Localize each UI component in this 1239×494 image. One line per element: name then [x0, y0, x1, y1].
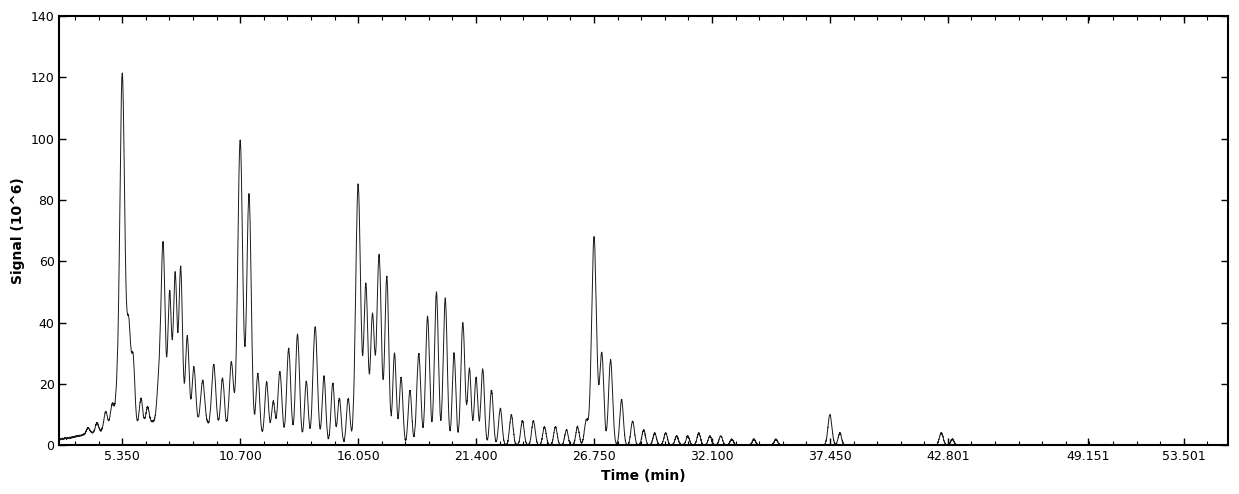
X-axis label: Time (min): Time (min)	[601, 469, 686, 483]
Y-axis label: Signal (10^6): Signal (10^6)	[11, 177, 25, 284]
